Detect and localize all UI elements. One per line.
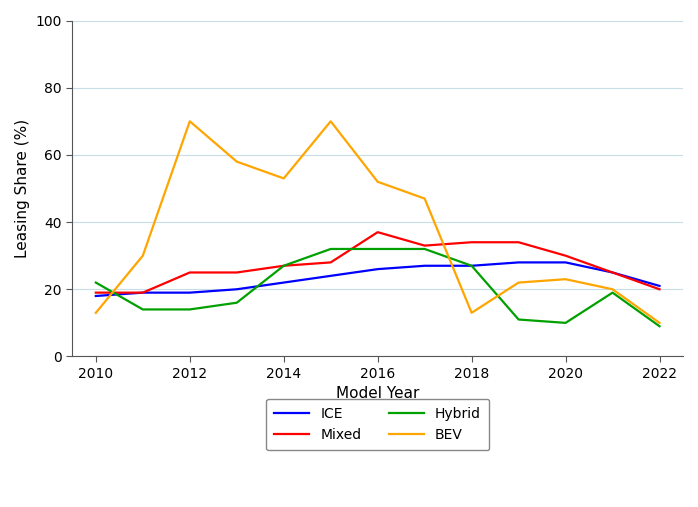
X-axis label: Model Year: Model Year — [336, 386, 419, 402]
Y-axis label: Leasing Share (%): Leasing Share (%) — [15, 119, 30, 258]
Legend: ICE, Mixed, Hybrid, BEV: ICE, Mixed, Hybrid, BEV — [266, 399, 489, 450]
